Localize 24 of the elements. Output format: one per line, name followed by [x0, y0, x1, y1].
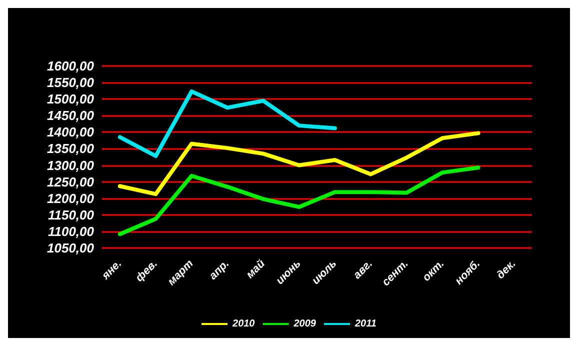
y-tick-label: 1300,00 [47, 158, 95, 173]
y-tick-label: 1050,00 [47, 240, 95, 256]
y-tick-label: 1350,00 [47, 141, 95, 156]
x-tick-label: дек. [494, 258, 518, 282]
line-series [118, 131, 480, 196]
y-tick-label: 1550,00 [47, 75, 95, 90]
legend-label: 2009 [292, 318, 316, 330]
legend-label: 2011 [354, 318, 377, 330]
y-tick-label: 1400,00 [47, 124, 95, 140]
legend-label: 2010 [232, 318, 256, 330]
y-tick-label: 1600,00 [47, 58, 95, 74]
y-tick-label: 1250,00 [47, 174, 95, 190]
y-tick-label: 1200,00 [47, 190, 95, 206]
x-tick-label: авг. [351, 258, 375, 282]
x-tick-label: окт. [420, 258, 447, 284]
x-tick-label: яне. [99, 258, 124, 283]
x-tick-label: фев. [133, 258, 160, 284]
line-series [118, 89, 337, 158]
line-series [118, 166, 480, 236]
y-tick-label: 1500,00 [47, 92, 95, 107]
y-tick-label: 1150,00 [48, 207, 95, 222]
x-tick-label: апр. [207, 258, 232, 282]
y-tick-label: 1450,00 [47, 108, 95, 124]
y-tick-label: 1100,00 [48, 224, 95, 239]
